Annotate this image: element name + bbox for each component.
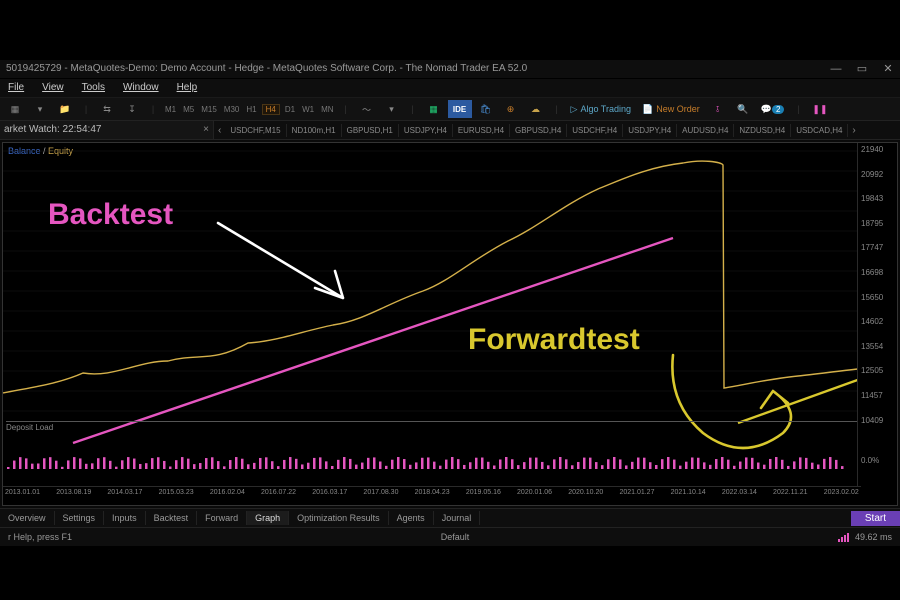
tab-scroll-right[interactable]: ›	[848, 125, 859, 136]
symbol-tab[interactable]: ND100m,H1	[287, 124, 342, 137]
tab-agents[interactable]: Agents	[389, 511, 434, 525]
symbol-tab[interactable]: USDJPY,H4	[399, 124, 453, 137]
symbol-tab[interactable]: GBPUSD,H4	[510, 124, 567, 137]
equity-chart[interactable]: Balance / Equity Backtest Forwardtest De…	[2, 142, 898, 506]
status-profile: Default	[441, 532, 470, 542]
tab-journal[interactable]: Journal	[434, 511, 481, 525]
menu-help[interactable]: Help	[177, 79, 198, 97]
y-axis: 2194020992198431879517747166981565014602…	[857, 143, 897, 487]
market-watch-panel[interactable]: arket Watch: 22:54:47 ×	[0, 121, 214, 139]
start-button[interactable]: Start	[851, 511, 900, 526]
tab-overview[interactable]: Overview	[0, 511, 55, 525]
notifications-icon[interactable]: 💬2	[757, 100, 789, 118]
symbol-tab[interactable]: USDJPY,H4	[623, 124, 677, 137]
symbol-tab[interactable]: USDCHF,M15	[225, 124, 286, 137]
search-icon[interactable]: 🔍	[732, 100, 754, 118]
window-title: 5019425729 - MetaQuotes-Demo: Demo Accou…	[6, 60, 527, 78]
profiles-icon[interactable]: ▾	[29, 100, 51, 118]
close-button[interactable]: ✕	[882, 60, 894, 78]
menu-file[interactable]: File	[8, 79, 24, 97]
tab-graph[interactable]: Graph	[247, 511, 289, 525]
timeframe-m30[interactable]: M30	[222, 105, 242, 114]
chart-svg	[3, 143, 861, 487]
tab-settings[interactable]: Settings	[55, 511, 105, 525]
timeframe-w1[interactable]: W1	[300, 105, 316, 114]
timeframe-m5[interactable]: M5	[181, 105, 196, 114]
algo-trading-button[interactable]: ▷ Algo Trading	[567, 100, 635, 118]
market-watch-close-icon[interactable]: ×	[203, 121, 209, 139]
autoscroll-icon[interactable]: ↧	[121, 100, 143, 118]
symbol-tab[interactable]: USDCHF,H4	[567, 124, 623, 137]
timeframe-m15[interactable]: M15	[199, 105, 219, 114]
tab-scroll-left[interactable]: ‹	[214, 125, 225, 136]
flame-icon[interactable]: ❚❚	[808, 100, 831, 118]
timeframe-mn[interactable]: MN	[319, 105, 335, 114]
folder-icon[interactable]: 📁	[54, 100, 76, 118]
status-connection: 49.62 ms	[838, 532, 892, 542]
tab-forward[interactable]: Forward	[197, 511, 247, 525]
menu-tools[interactable]: Tools	[82, 79, 105, 97]
menu-window[interactable]: Window	[123, 79, 159, 97]
timeframe-h4[interactable]: H4	[262, 104, 280, 115]
symbol-tabs: ‹ USDCHF,M15 ND100m,H1 GBPUSD,H1 USDJPY,…	[214, 121, 900, 139]
symbol-tab[interactable]: AUDUSD,H4	[677, 124, 734, 137]
tab-inputs[interactable]: Inputs	[104, 511, 146, 525]
minimize-button[interactable]: —	[830, 60, 842, 78]
nav-toggle-icon[interactable]: ⇆	[96, 100, 118, 118]
symbol-tab[interactable]: EURUSD,H4	[453, 124, 510, 137]
indicators-icon[interactable]: ▾	[381, 100, 403, 118]
ide-button[interactable]: IDE	[448, 100, 472, 118]
symbol-tab[interactable]: USDCAD,H4	[791, 124, 848, 137]
window-controls: — ▭ ✕	[830, 60, 894, 78]
grid-icon[interactable]: ▦	[423, 100, 445, 118]
market-watch-title: arket Watch: 22:54:47	[4, 121, 101, 139]
deposit-load-line: Deposit Load	[6, 421, 861, 432]
market-icon[interactable]: 🛍	[475, 100, 497, 118]
symbol-tab[interactable]: GBPUSD,H1	[342, 124, 399, 137]
line-chart-icon[interactable]: 〜	[356, 100, 378, 118]
timeframe-h1[interactable]: H1	[244, 105, 258, 114]
tab-optimization[interactable]: Optimization Results	[289, 511, 389, 525]
depth-icon[interactable]: ⫱	[707, 100, 729, 118]
symbol-tab[interactable]: NZDUSD,H4	[734, 124, 791, 137]
menu-view[interactable]: View	[42, 79, 64, 97]
vps-icon[interactable]: ☁	[525, 100, 547, 118]
new-chart-icon[interactable]: ▦	[4, 100, 26, 118]
tab-backtest[interactable]: Backtest	[146, 511, 198, 525]
timeframe-m1[interactable]: M1	[163, 105, 178, 114]
toolbar: ▦ ▾ 📁 | ⇆ ↧ | M1 M5 M15 M30 H1 H4 D1 W1 …	[0, 98, 900, 121]
tester-tabs: Overview Settings Inputs Backtest Forwar…	[0, 508, 900, 527]
status-help: r Help, press F1	[8, 532, 72, 542]
x-axis: 2013.01.012013.08.192014.03.172015.03.23…	[3, 486, 861, 505]
signal-icon	[838, 533, 849, 542]
timeframe-d1[interactable]: D1	[283, 105, 297, 114]
globe-icon[interactable]: ⊕	[500, 100, 522, 118]
maximize-button[interactable]: ▭	[856, 60, 868, 78]
new-order-button[interactable]: 📄 New Order	[638, 100, 704, 118]
title-bar: 5019425729 - MetaQuotes-Demo: Demo Accou…	[0, 60, 900, 79]
status-bar: r Help, press F1 Default 49.62 ms	[0, 527, 900, 546]
menu-bar: File View Tools Window Help	[0, 79, 900, 98]
